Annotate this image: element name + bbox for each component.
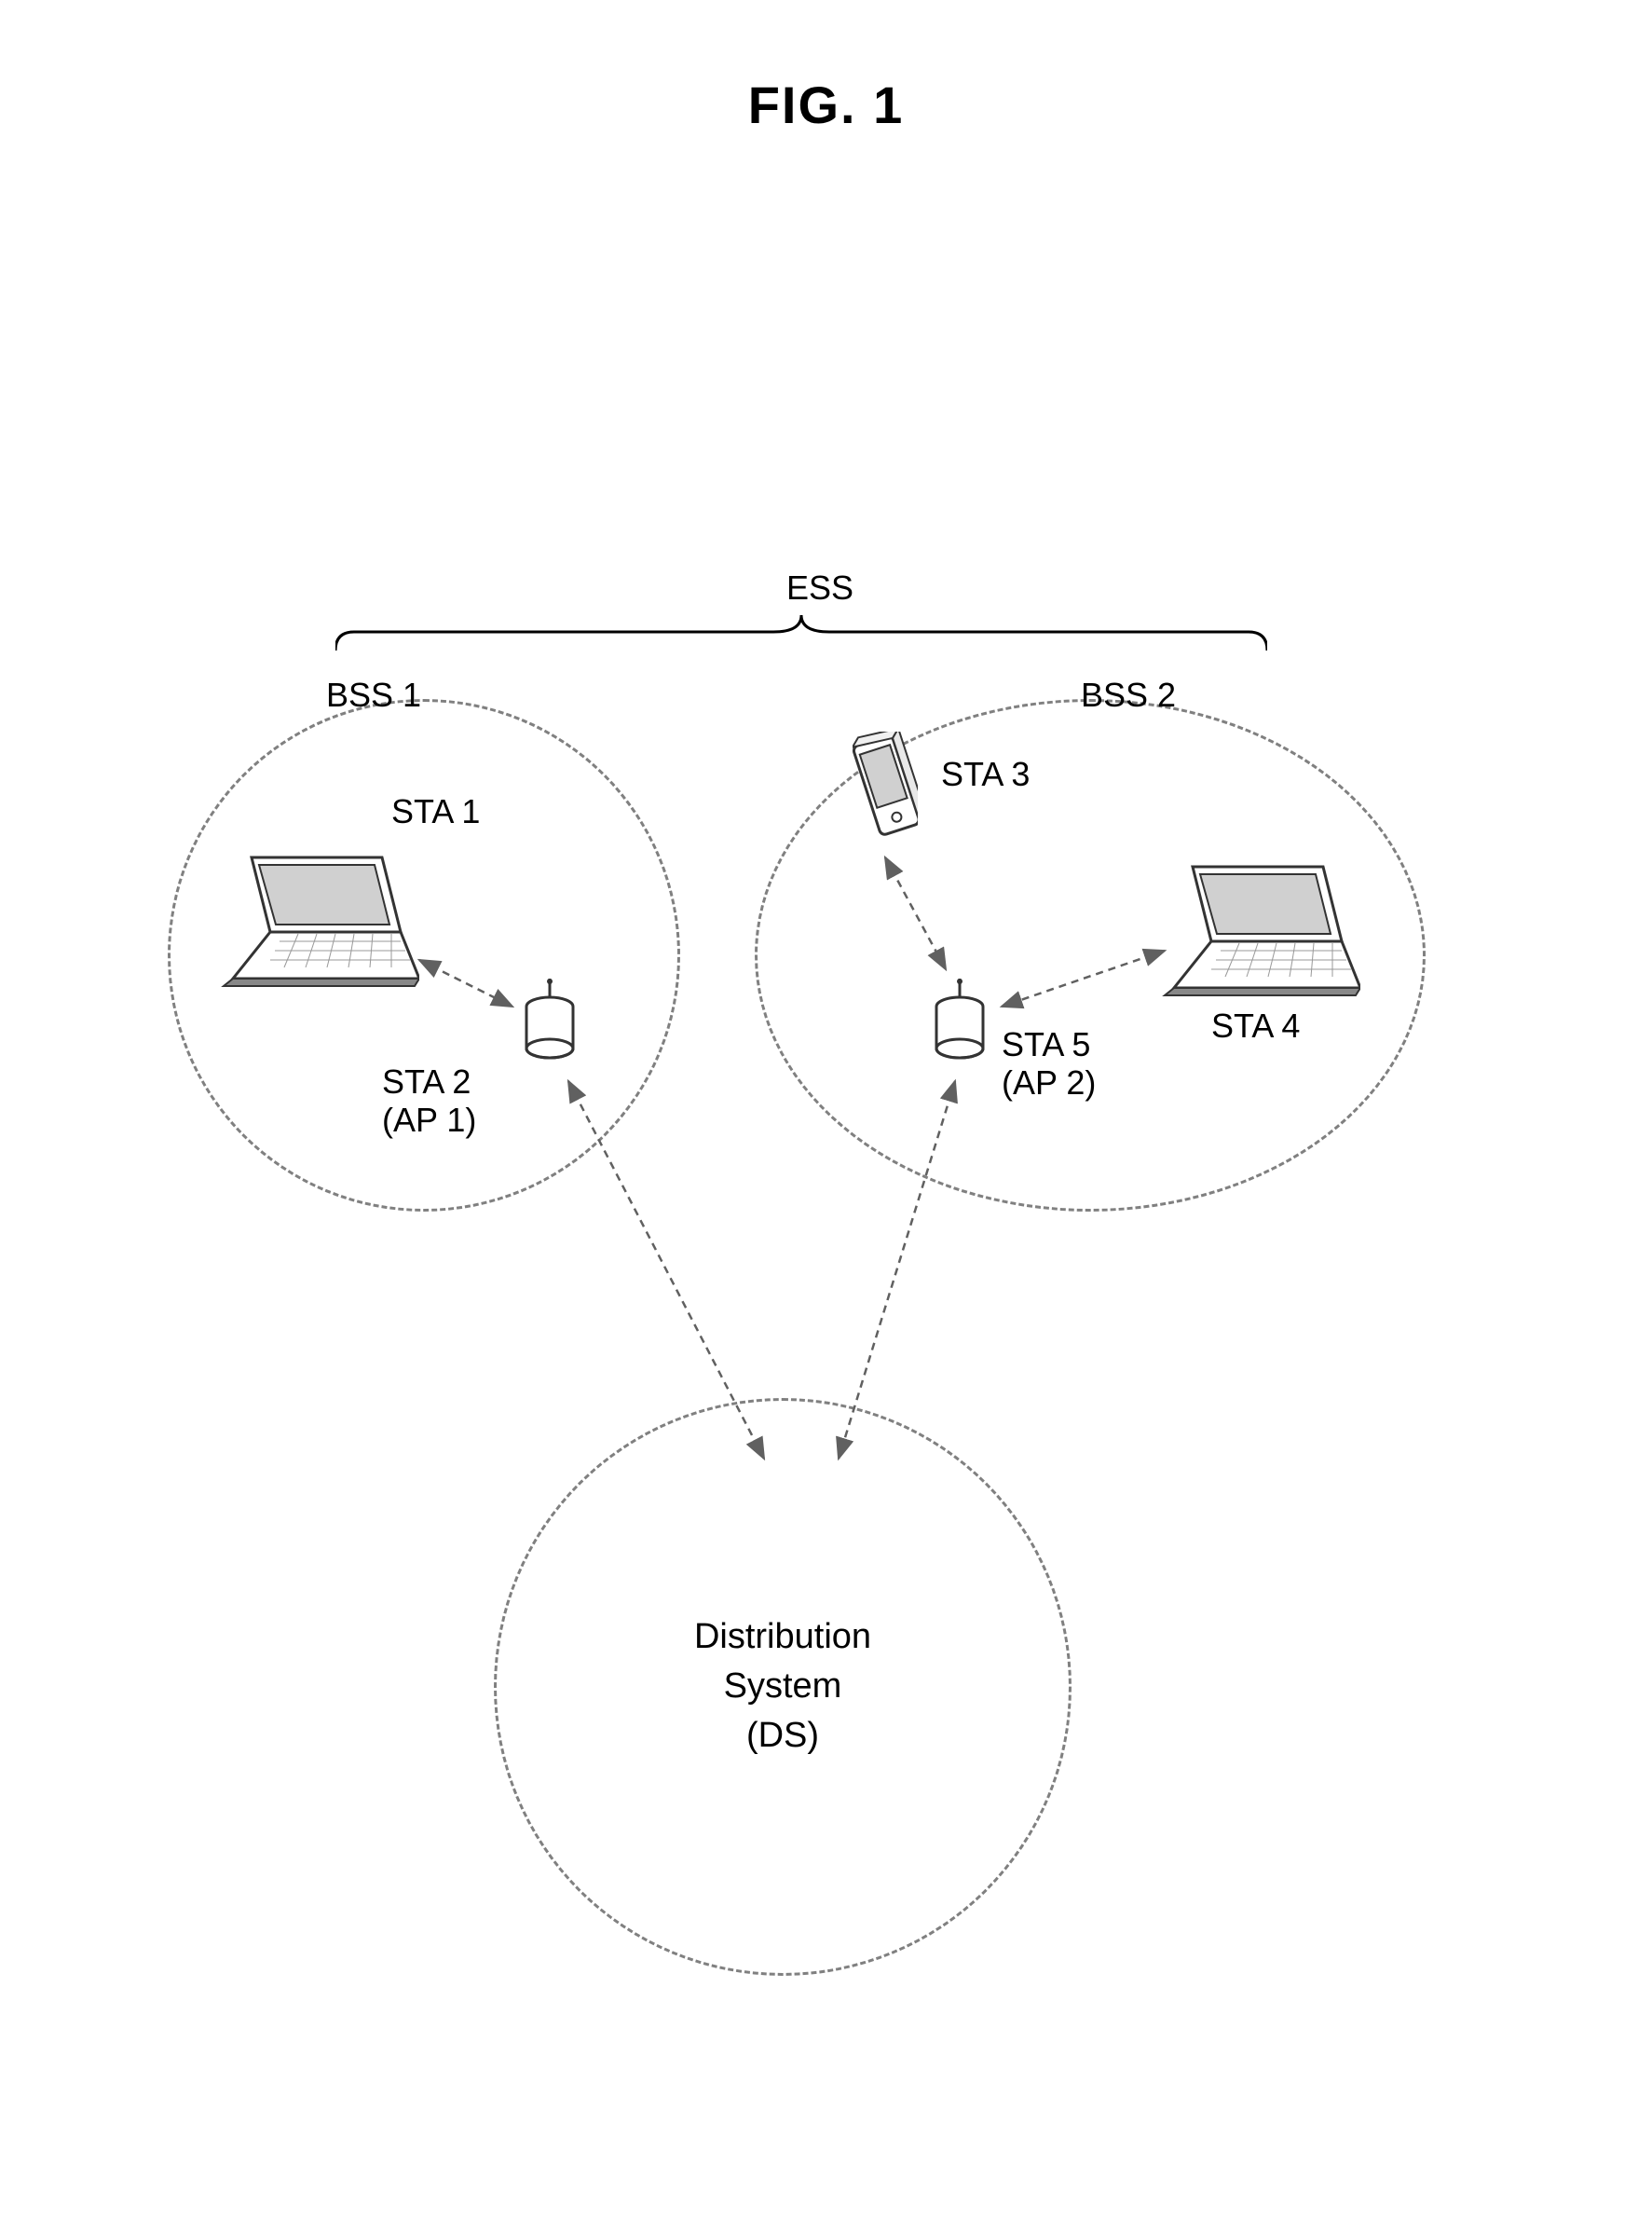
access-point-icon bbox=[522, 979, 578, 1062]
ds-label-line2: (DS) bbox=[746, 1717, 819, 1756]
laptop-icon bbox=[214, 848, 419, 988]
ap-sta2 bbox=[522, 979, 578, 1062]
ds-circle: Distribution System (DS) bbox=[494, 1398, 1072, 1976]
network-diagram: ESS BSS 1 BSS 2 Distribution System (DS) bbox=[168, 596, 1472, 2088]
sta3-label: STA 3 bbox=[941, 755, 1030, 794]
sta5-sublabel: (AP 2) bbox=[1002, 1063, 1096, 1102]
sta2-label-group: STA 2 (AP 1) bbox=[382, 1062, 476, 1140]
laptop-sta4 bbox=[1155, 857, 1360, 997]
bss1-label: BSS 1 bbox=[326, 676, 421, 715]
phone-icon bbox=[853, 732, 918, 843]
ess-label: ESS bbox=[786, 569, 853, 608]
figure-title: FIG. 1 bbox=[748, 75, 905, 135]
sta5-label: STA 5 bbox=[1002, 1025, 1090, 1063]
access-point-icon bbox=[932, 979, 988, 1062]
ess-brace bbox=[335, 615, 1267, 652]
laptop-icon bbox=[1155, 857, 1360, 997]
sta4-label: STA 4 bbox=[1211, 1007, 1300, 1046]
ds-label-line1: Distribution System bbox=[694, 1617, 871, 1706]
phone-sta3 bbox=[853, 732, 918, 843]
bss2-label: BSS 2 bbox=[1081, 676, 1176, 715]
laptop-sta1 bbox=[214, 848, 419, 988]
ap-sta5 bbox=[932, 979, 988, 1062]
sta1-label: STA 1 bbox=[391, 792, 480, 831]
sta2-sublabel: (AP 1) bbox=[382, 1101, 476, 1139]
sta5-label-group: STA 5 (AP 2) bbox=[1002, 1025, 1096, 1103]
ds-label: Distribution System (DS) bbox=[640, 1612, 926, 1761]
sta2-label: STA 2 bbox=[382, 1062, 471, 1101]
